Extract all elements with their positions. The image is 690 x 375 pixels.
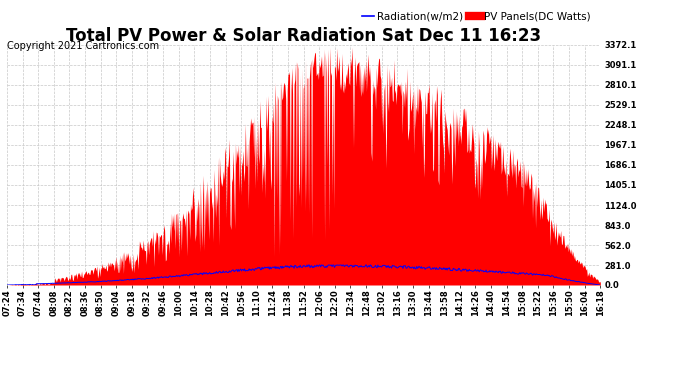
Legend: Radiation(w/m2), PV Panels(DC Watts): Radiation(w/m2), PV Panels(DC Watts) [357,7,595,26]
Title: Total PV Power & Solar Radiation Sat Dec 11 16:23: Total PV Power & Solar Radiation Sat Dec… [66,27,541,45]
Text: Copyright 2021 Cartronics.com: Copyright 2021 Cartronics.com [7,41,159,51]
